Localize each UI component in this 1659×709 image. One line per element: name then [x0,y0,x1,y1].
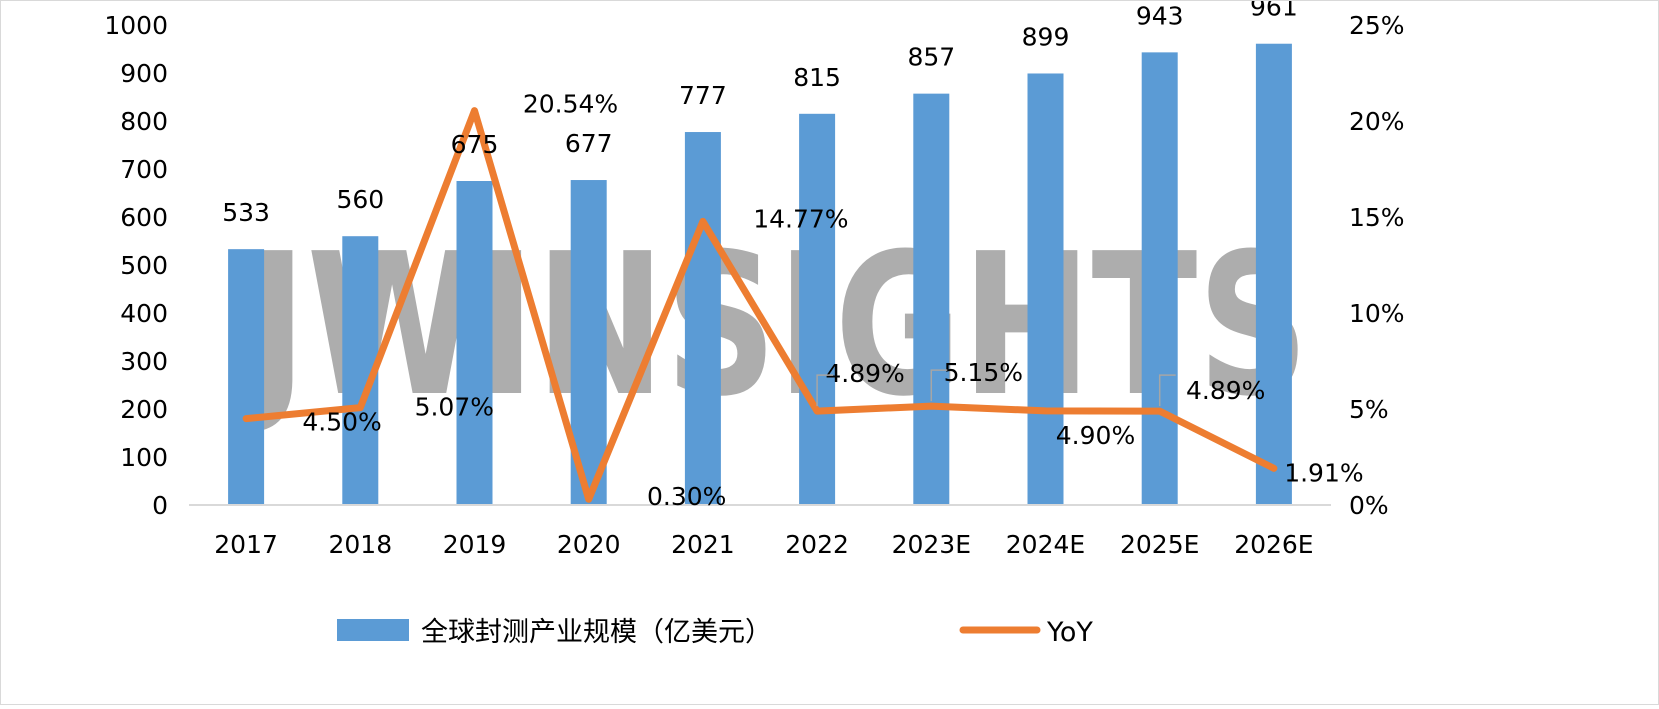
yoy-point-2024e [1045,410,1046,412]
yoy-point-2020 [588,498,590,500]
bar-2022 [799,113,836,506]
label-leader-line [930,369,948,402]
y-right-tick-label: 15% [1349,203,1405,232]
bar-value-label: 857 [907,43,955,72]
yoy-value-label: 4.89% [1186,376,1265,405]
y-left-tick-label: 1000 [104,11,168,40]
yoy-line [242,107,1278,503]
bar-2017 [228,249,265,505]
yoy-point-2018 [359,407,361,409]
bar-value-label: 943 [1136,1,1184,30]
yoy-point-2026e [1273,467,1275,469]
y-right-tick-label: 10% [1349,299,1405,328]
yoy-value-label: 4.89% [825,359,904,388]
bar-value-label: 777 [679,81,727,110]
yoy-point-2019 [474,110,475,112]
bar-2023e [913,93,950,505]
bar-value-label: 533 [222,198,270,227]
y-right-tick-label: 25% [1349,11,1405,40]
y-right-tick-label: 20% [1349,107,1405,136]
label-leader-line [816,374,834,407]
x-tick-label: 2018 [328,530,392,559]
bar-value-label: 961 [1250,1,1298,22]
bar-value-label: 815 [793,63,841,92]
y-left-tick-label: 0 [152,491,168,520]
yoy-point-2021 [702,220,704,222]
y-left-tick-label: 700 [120,155,168,184]
bar-value-label: 675 [451,130,499,159]
yoy-value-label: 4.90% [1056,421,1135,450]
yoy-value-label: 20.54% [523,90,618,119]
y-left-tick-label: 400 [120,299,168,328]
bar-2021 [684,132,721,506]
y-left-tick-label: 100 [120,443,168,472]
x-tick-label: 2019 [443,530,507,559]
y-left-tick-label: 800 [120,107,168,136]
bar-2026e [1255,43,1292,505]
yoy-value-label: 0.30% [647,482,726,511]
y-left-tick-label: 900 [120,59,168,88]
yoy-point-2022 [816,410,818,412]
legend-bar-label: 全球封测产业规模（亿美元） [421,617,772,648]
y-left-tick-label: 300 [120,347,168,376]
legend-bar-swatch [337,619,409,641]
bar-value-label: 677 [565,129,613,158]
y-left-tick-label: 200 [120,395,168,424]
bar-value-label: 560 [336,185,384,214]
bar-2025e [1141,52,1178,506]
x-tick-label: 2024E [1006,530,1085,559]
y-right-tick-label: 5% [1349,395,1389,424]
yoy-value-label: 1.91% [1284,458,1363,487]
legend-line-label: YoY [1046,617,1093,648]
label-leader-line [1158,374,1176,407]
bar-2024e [1027,73,1064,505]
x-tick-label: 2017 [214,530,278,559]
yoy-value-label: 4.50% [302,408,381,437]
yoy-value-label: 5.07% [415,393,494,422]
yoy-value-label: 5.15% [944,358,1023,387]
x-tick-label: 2025E [1120,530,1199,559]
y-left-tick-label: 600 [120,203,168,232]
bar-value-label: 899 [1022,22,1070,51]
yoy-point-2017 [245,418,247,420]
y-left-tick-label: 500 [120,251,168,280]
x-tick-label: 2022 [785,530,849,559]
yoy-value-label: 14.77% [753,204,848,233]
bar-2019 [456,181,493,505]
yoy-point-2025e [1159,410,1161,412]
x-tick-label: 2026E [1234,530,1313,559]
x-tick-label: 2021 [671,530,735,559]
yoy-point-2023e [930,405,932,407]
x-tick-label: 2023E [892,530,971,559]
x-tick-label: 2020 [557,530,621,559]
y-right-tick-label: 0% [1349,491,1389,520]
